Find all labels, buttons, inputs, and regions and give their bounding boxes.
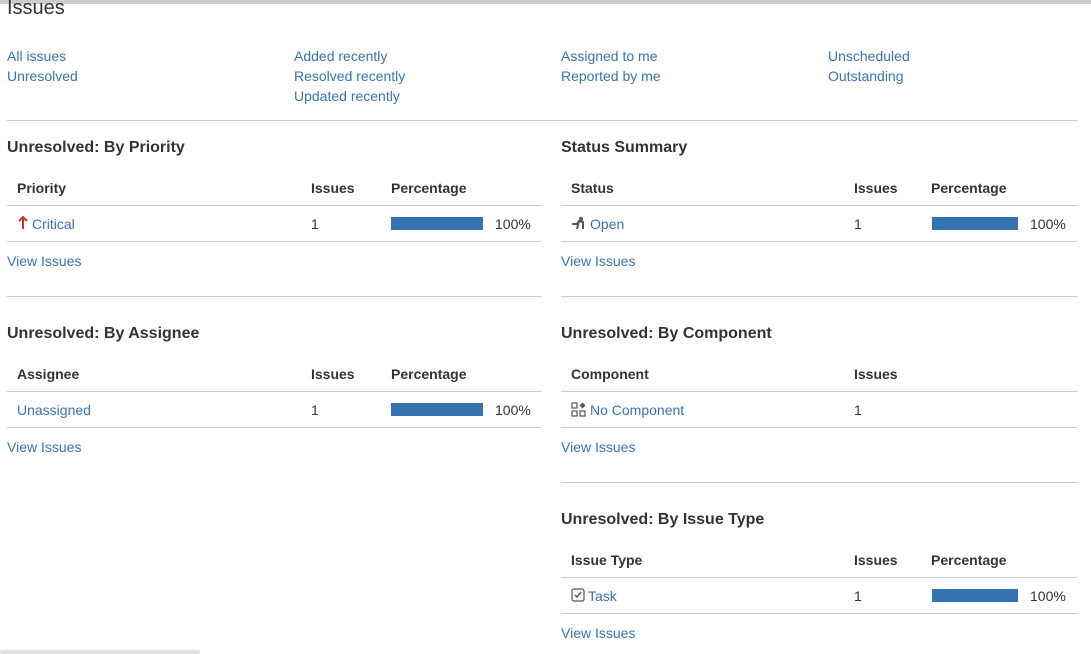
table-header: Priority Issues Percentage bbox=[7, 170, 541, 206]
percentage-value: 100% bbox=[495, 402, 531, 418]
issue-count: 1 bbox=[854, 402, 862, 418]
section-title: Status Summary bbox=[561, 139, 688, 156]
table-row: Open 1 100% bbox=[561, 206, 1077, 242]
filter-updated-recently[interactable]: Updated recently bbox=[294, 88, 400, 104]
table-header: Status Issues Percentage bbox=[561, 170, 1077, 206]
issue-type-cell: Task bbox=[571, 588, 617, 604]
filter-outstanding[interactable]: Outstanding bbox=[828, 68, 904, 84]
percentage-value: 100% bbox=[1030, 588, 1066, 604]
column-header-percentage: Percentage bbox=[931, 552, 1007, 568]
table-row: Critical 1 100% bbox=[7, 206, 541, 242]
column-header-status: Status bbox=[571, 180, 614, 196]
percentage-bar bbox=[391, 403, 483, 416]
divider bbox=[561, 296, 1077, 297]
filter-resolved-recently[interactable]: Resolved recently bbox=[294, 68, 406, 84]
divider bbox=[7, 120, 1077, 121]
percentage-bar bbox=[391, 217, 483, 230]
status-cell: Open bbox=[571, 216, 624, 232]
section-by-assignee: Unresolved: By Assignee Assignee Issues … bbox=[7, 325, 541, 465]
component-cell: No Component bbox=[571, 402, 684, 418]
issue-count: 1 bbox=[854, 216, 862, 232]
column-header-assignee: Assignee bbox=[17, 366, 80, 382]
column-header-priority: Priority bbox=[17, 180, 67, 196]
view-issues-link[interactable]: View Issues bbox=[561, 253, 636, 269]
view-issues-link[interactable]: View Issues bbox=[7, 253, 82, 269]
issue-type-link-task[interactable]: Task bbox=[588, 588, 617, 604]
column-header-percentage: Percentage bbox=[391, 366, 467, 382]
divider bbox=[7, 296, 541, 297]
page-title: Issues bbox=[7, 0, 65, 19]
table-row: Unassigned 1 100% bbox=[7, 392, 541, 428]
view-issues-link[interactable]: View Issues bbox=[7, 439, 82, 455]
table-header: Issue Type Issues Percentage bbox=[561, 542, 1077, 578]
arrow-up-icon bbox=[18, 216, 28, 230]
priority-link-critical[interactable]: Critical bbox=[32, 216, 75, 232]
view-issues-link[interactable]: View Issues bbox=[561, 625, 636, 641]
open-status-icon bbox=[572, 216, 584, 230]
percentage-bar bbox=[932, 589, 1018, 602]
section-status-summary: Status Summary Status Issues Percentage … bbox=[561, 139, 1077, 279]
filter-assigned-to-me[interactable]: Assigned to me bbox=[561, 48, 658, 64]
component-link-no-component[interactable]: No Component bbox=[590, 402, 685, 418]
section-title: Unresolved: By Priority bbox=[7, 139, 185, 156]
filter-unscheduled[interactable]: Unscheduled bbox=[828, 48, 910, 64]
issue-count: 1 bbox=[311, 402, 319, 418]
column-header-component: Component bbox=[571, 366, 649, 382]
table-header: Component Issues bbox=[561, 356, 1077, 392]
column-header-issues: Issues bbox=[854, 552, 898, 568]
filter-added-recently[interactable]: Added recently bbox=[294, 48, 388, 64]
filter-column-1: All issues Unresolved bbox=[7, 46, 78, 86]
section-by-component: Unresolved: By Component Component Issue… bbox=[561, 325, 1077, 465]
priority-cell: Critical bbox=[17, 216, 75, 232]
column-header-issues: Issues bbox=[311, 366, 355, 382]
assignee-link-unassigned[interactable]: Unassigned bbox=[17, 402, 91, 418]
section-by-priority: Unresolved: By Priority Priority Issues … bbox=[7, 139, 541, 279]
section-title: Unresolved: By Component bbox=[561, 325, 772, 342]
filter-unresolved[interactable]: Unresolved bbox=[7, 68, 78, 84]
horizontal-scrollbar[interactable] bbox=[0, 650, 200, 654]
table-row: Task 1 100% bbox=[561, 578, 1077, 614]
issue-count: 1 bbox=[854, 588, 862, 604]
column-header-percentage: Percentage bbox=[931, 180, 1007, 196]
section-title: Unresolved: By Issue Type bbox=[561, 511, 765, 528]
filter-reported-by-me[interactable]: Reported by me bbox=[561, 68, 661, 84]
filter-column-3: Assigned to me Reported by me bbox=[561, 46, 661, 86]
percentage-value: 100% bbox=[1030, 216, 1066, 232]
column-header-issues: Issues bbox=[311, 180, 355, 196]
table-header: Assignee Issues Percentage bbox=[7, 356, 541, 392]
issue-count: 1 bbox=[311, 216, 319, 232]
task-icon bbox=[571, 588, 585, 602]
filter-column-4: Unscheduled Outstanding bbox=[828, 46, 910, 86]
percentage-bar bbox=[932, 217, 1018, 230]
percentage-value: 100% bbox=[495, 216, 531, 232]
section-by-issue-type: Unresolved: By Issue Type Issue Type Iss… bbox=[561, 511, 1077, 651]
status-link-open[interactable]: Open bbox=[590, 216, 625, 232]
divider bbox=[561, 482, 1077, 483]
top-border bbox=[0, 0, 1091, 4]
column-header-issues: Issues bbox=[854, 180, 898, 196]
section-title: Unresolved: By Assignee bbox=[7, 325, 200, 342]
component-icon bbox=[571, 402, 586, 417]
column-header-issue-type: Issue Type bbox=[571, 552, 643, 568]
column-header-issues: Issues bbox=[854, 366, 898, 382]
view-issues-link[interactable]: View Issues bbox=[561, 439, 636, 455]
table-row: No Component 1 bbox=[561, 392, 1077, 428]
column-header-percentage: Percentage bbox=[391, 180, 467, 196]
filter-column-2: Added recently Resolved recently Updated… bbox=[294, 46, 405, 106]
filter-all-issues[interactable]: All issues bbox=[7, 48, 67, 64]
